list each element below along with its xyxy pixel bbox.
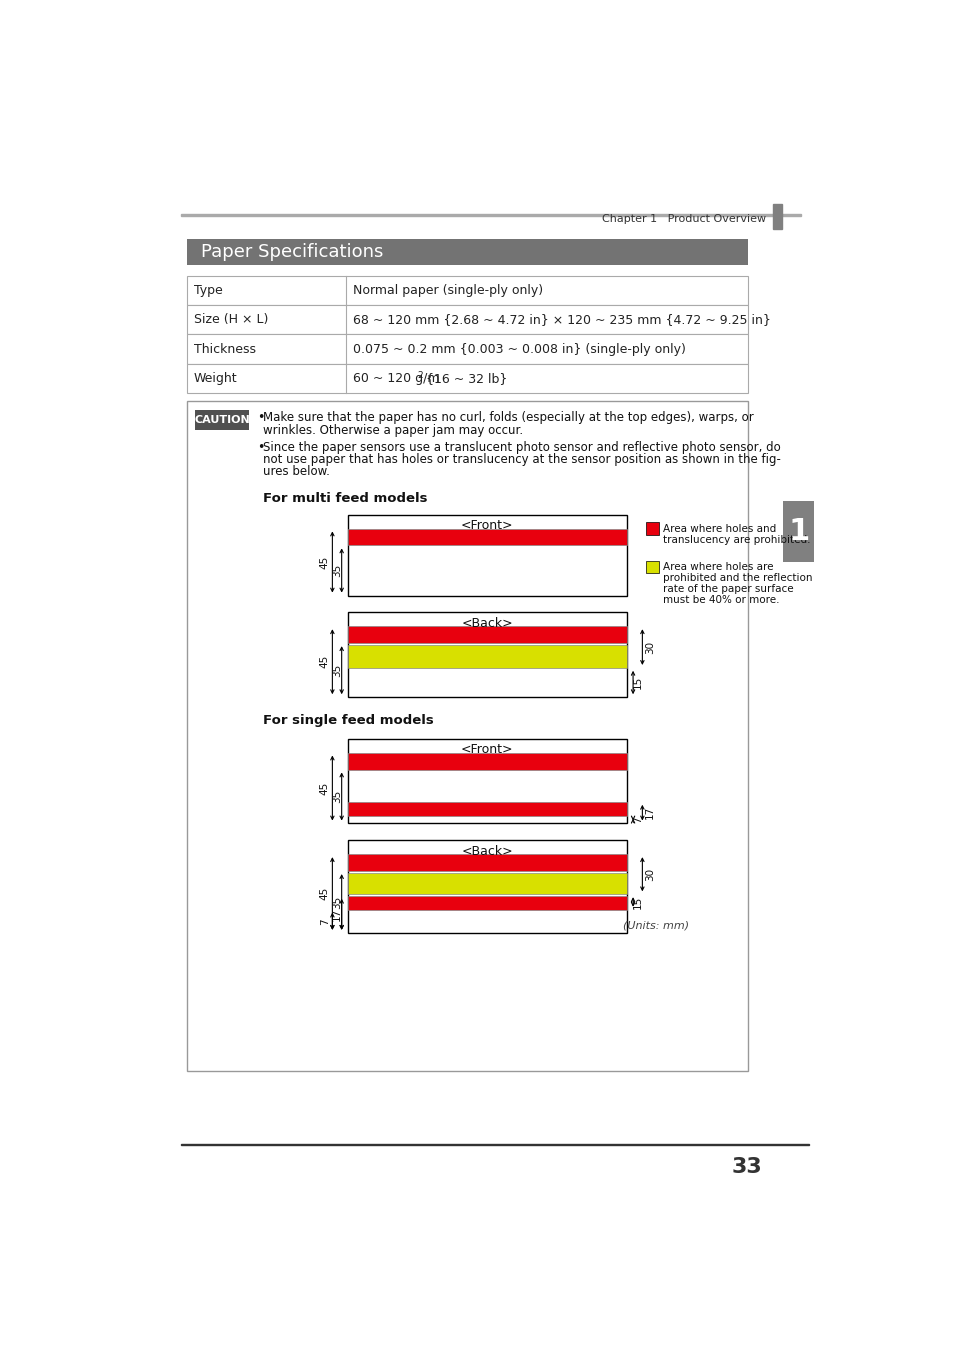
- Text: Chapter 1   Product Overview: Chapter 1 Product Overview: [601, 215, 765, 224]
- Text: (Units: mm): (Units: mm): [622, 921, 688, 930]
- Text: 45: 45: [319, 555, 330, 568]
- Text: {16 ~ 32 lb}: {16 ~ 32 lb}: [422, 371, 507, 385]
- Text: 15: 15: [632, 895, 642, 909]
- Text: 17: 17: [332, 907, 342, 921]
- Text: CAUTION: CAUTION: [194, 414, 250, 425]
- Text: For single feed models: For single feed models: [263, 714, 434, 728]
- Text: Since the paper sensors use a translucent photo sensor and reflective photo sens: Since the paper sensors use a translucen…: [263, 440, 781, 454]
- Text: Area where holes and: Area where holes and: [661, 524, 775, 533]
- Bar: [348, 645, 626, 668]
- Bar: [187, 363, 747, 393]
- Bar: [348, 896, 626, 910]
- Bar: [645, 522, 658, 535]
- Bar: [187, 275, 747, 305]
- Text: •: •: [257, 440, 264, 454]
- Text: <Front>: <Front>: [460, 743, 513, 756]
- Text: not use paper that has holes or translucency at the sensor position as shown in : not use paper that has holes or transluc…: [263, 454, 781, 466]
- Text: 15: 15: [632, 676, 642, 688]
- Text: 60 ~ 120 g/m: 60 ~ 120 g/m: [353, 371, 438, 385]
- Bar: [348, 528, 626, 545]
- Text: 45: 45: [319, 887, 330, 900]
- Text: 17: 17: [644, 806, 655, 819]
- Bar: [348, 738, 626, 824]
- Bar: [348, 626, 626, 643]
- Text: wrinkles. Otherwise a paper jam may occur.: wrinkles. Otherwise a paper jam may occu…: [263, 424, 523, 437]
- Bar: [772, 204, 781, 230]
- Text: 7: 7: [319, 918, 330, 925]
- Bar: [187, 335, 747, 363]
- Text: For multi feed models: For multi feed models: [263, 491, 428, 505]
- Text: 7: 7: [632, 817, 642, 824]
- Text: Weight: Weight: [193, 371, 237, 385]
- Text: •: •: [257, 412, 264, 424]
- Text: <Back>: <Back>: [461, 845, 513, 857]
- Bar: [645, 560, 658, 574]
- Text: Type: Type: [193, 284, 222, 297]
- Text: Area where holes are: Area where holes are: [661, 563, 772, 572]
- Text: 30: 30: [644, 640, 655, 653]
- Text: 35: 35: [332, 664, 342, 676]
- Bar: [187, 239, 747, 265]
- Bar: [348, 514, 626, 595]
- Bar: [187, 401, 747, 1071]
- Text: Thickness: Thickness: [193, 343, 255, 355]
- Text: ures below.: ures below.: [263, 466, 330, 478]
- Bar: [348, 855, 626, 871]
- Bar: [348, 872, 626, 894]
- Text: 45: 45: [319, 655, 330, 668]
- Bar: [348, 613, 626, 697]
- Text: Make sure that the paper has no curl, folds (especially at the top edges), warps: Make sure that the paper has no curl, fo…: [263, 412, 754, 424]
- Bar: [187, 305, 747, 335]
- Text: rate of the paper surface: rate of the paper surface: [661, 585, 792, 594]
- Text: 35: 35: [332, 564, 342, 576]
- Text: 30: 30: [644, 868, 655, 880]
- Text: 35: 35: [332, 790, 342, 803]
- Text: 2: 2: [417, 371, 423, 379]
- Text: 45: 45: [319, 782, 330, 795]
- Text: 33: 33: [731, 1157, 761, 1177]
- Text: Size (H × L): Size (H × L): [193, 313, 268, 327]
- Text: Normal paper (single-ply only): Normal paper (single-ply only): [353, 284, 542, 297]
- Bar: [348, 802, 626, 815]
- Bar: [195, 410, 249, 429]
- Text: translucency are prohibited.: translucency are prohibited.: [661, 535, 809, 544]
- Bar: [782, 501, 814, 563]
- Text: <Back>: <Back>: [461, 617, 513, 629]
- Text: 35: 35: [332, 895, 342, 909]
- Text: 1: 1: [787, 517, 809, 547]
- Text: prohibited and the reflection: prohibited and the reflection: [661, 574, 811, 583]
- Text: 68 ~ 120 mm {2.68 ~ 4.72 in} × 120 ~ 235 mm {4.72 ~ 9.25 in}: 68 ~ 120 mm {2.68 ~ 4.72 in} × 120 ~ 235…: [353, 313, 770, 327]
- Text: Paper Specifications: Paper Specifications: [201, 243, 383, 261]
- Text: must be 40% or more.: must be 40% or more.: [661, 595, 779, 605]
- Text: <Front>: <Front>: [460, 518, 513, 532]
- Bar: [348, 840, 626, 933]
- Bar: [348, 752, 626, 769]
- Text: 0.075 ~ 0.2 mm {0.003 ~ 0.008 in} (single-ply only): 0.075 ~ 0.2 mm {0.003 ~ 0.008 in} (singl…: [353, 343, 684, 355]
